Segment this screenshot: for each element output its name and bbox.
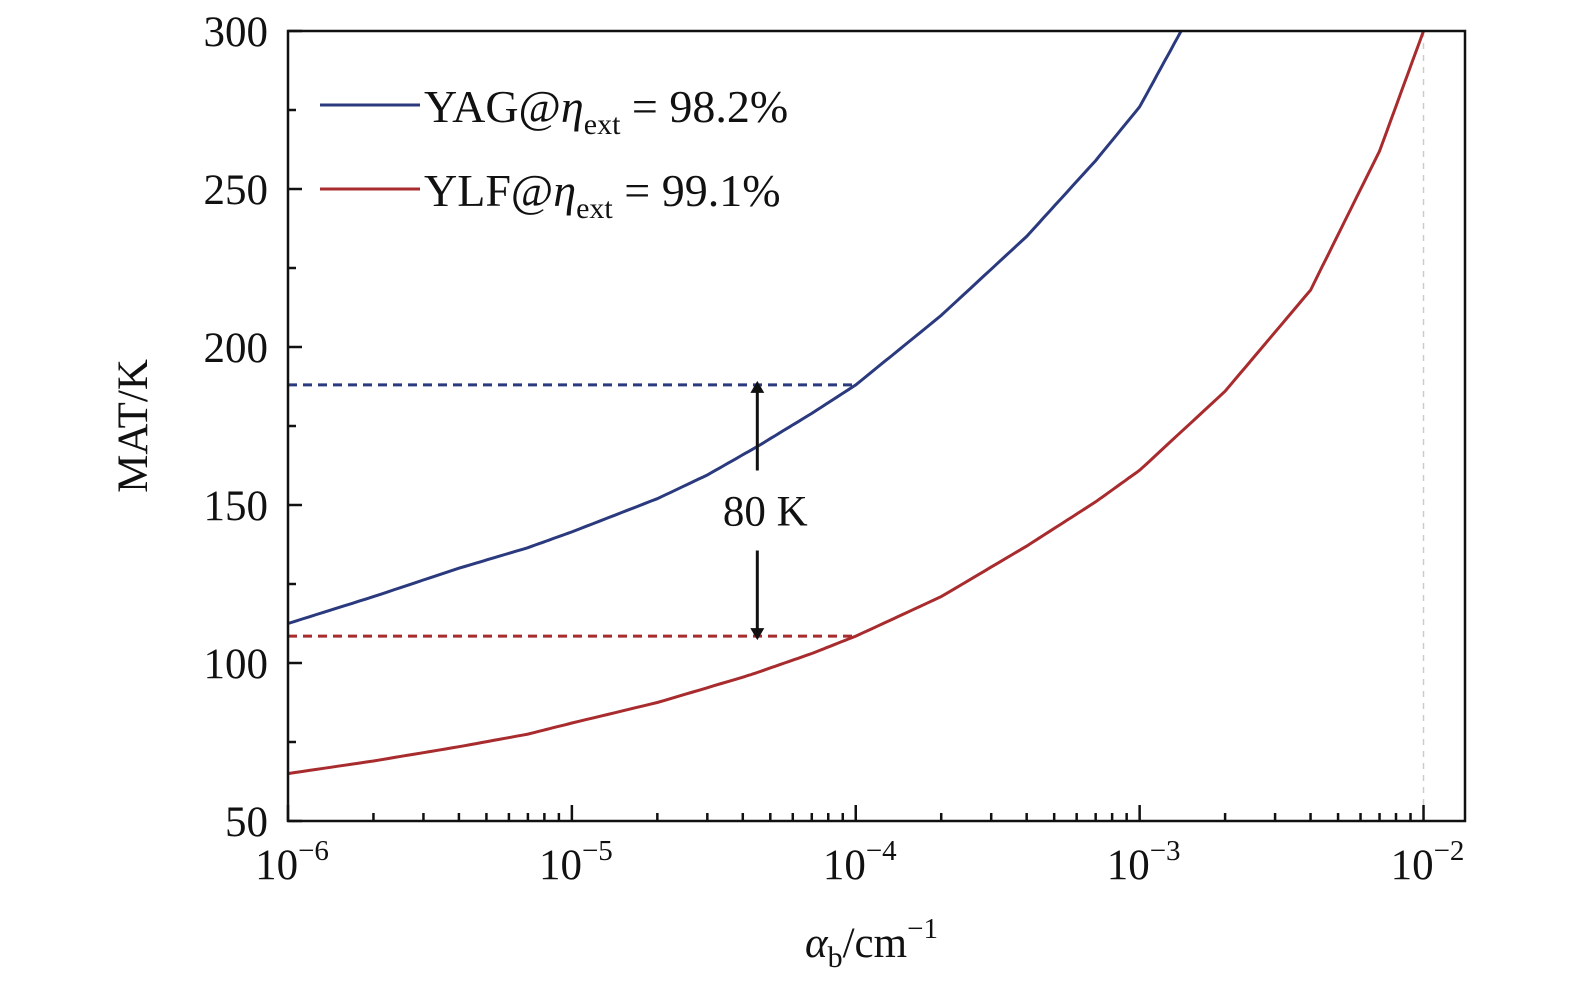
legend: YAG@ηext = 98.2%YLF@ηext = 99.1% (320, 81, 788, 225)
annotation: 80 K (723, 380, 808, 641)
x-tick-base: 10 (1107, 842, 1150, 889)
x-tick-exponent: −3 (1150, 835, 1181, 867)
x-tick-exponent: −5 (582, 835, 613, 867)
x-tick-label-1: 10−5 (539, 835, 613, 889)
legend-label-1: YLF@ηext = 99.1% (424, 165, 781, 225)
axis-labels: 10−6 10−5 10−4 10−3 10−250100150200250300αb/… (110, 9, 1464, 974)
series-line-1 (287, 30, 1425, 776)
legend-label-value: = 98.2% (620, 81, 788, 132)
legend-label-eta: η (561, 81, 584, 132)
plot-frame (286, 29, 1467, 823)
legend-label-subscript: ext (576, 192, 613, 225)
x-tick-base: 10 (1391, 842, 1434, 889)
legend-label-value: = 99.1% (613, 165, 781, 216)
x-tick-label-4: 10−2 (1391, 835, 1465, 889)
x-axis-title-unit: /cm (843, 920, 907, 967)
annotation-label: 80 K (723, 489, 808, 536)
legend-label-subscript: ext (584, 108, 621, 141)
x-tick-base: 10 (823, 842, 866, 889)
x-axis-title-superscript: −1 (907, 913, 938, 945)
x-tick-label-3: 10−3 (1107, 835, 1181, 889)
x-tick-exponent: −4 (866, 835, 897, 867)
x-tick-label-2: 10−4 (823, 835, 897, 889)
y-axis-title: MAT/K (110, 359, 157, 493)
x-tick-base: 10 (539, 842, 582, 889)
x-tick-exponent: −6 (298, 835, 329, 867)
y-tick-label-3: 200 (204, 325, 269, 372)
x-axis-title-subscript: b (828, 941, 843, 974)
x-tick-label-0: 10−6 (255, 835, 329, 889)
y-tick-label-5: 300 (204, 9, 269, 56)
y-tick-label-0: 50 (225, 799, 268, 846)
y-tick-label-2: 150 (204, 483, 269, 530)
legend-label-prefix: YAG@ (424, 81, 561, 132)
x-tick-base: 10 (255, 842, 298, 889)
legend-label-eta: η (553, 165, 576, 216)
y-tick-label-1: 100 (204, 641, 269, 688)
axis-ticks (286, 29, 1425, 823)
legend-label-0: YAG@ηext = 98.2% (424, 81, 788, 141)
legend-label-prefix: YLF@ (424, 165, 553, 216)
x-tick-exponent: −2 (1434, 835, 1465, 867)
y-tick-label-4: 250 (204, 167, 269, 214)
series-lines (287, 30, 1425, 776)
reference-lines (288, 31, 1425, 821)
x-axis-title: αb/cm−1 (805, 913, 938, 974)
x-axis-title-symbol: α (805, 920, 829, 967)
